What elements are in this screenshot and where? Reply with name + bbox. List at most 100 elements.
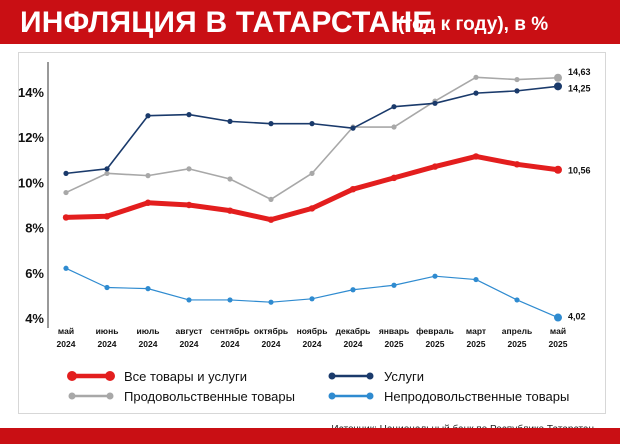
x-tick-label-year: 2024: [221, 339, 240, 349]
data-point: [227, 176, 233, 182]
data-point: [473, 276, 479, 283]
data-point: [309, 170, 315, 176]
data-point: [431, 163, 439, 170]
end-marker: [554, 313, 562, 322]
data-point: [473, 90, 479, 96]
x-tick-label-year: 2025: [426, 339, 445, 349]
x-tick-label: май: [550, 326, 566, 336]
x-tick-label: июль: [137, 326, 160, 336]
legend-swatch-dot: [328, 392, 336, 400]
data-point: [226, 207, 234, 214]
legend-swatch-dot: [366, 392, 374, 400]
x-tick-label-year: 2024: [180, 339, 199, 349]
y-tick-label: 12%: [18, 130, 44, 145]
x-tick-label: март: [466, 326, 486, 336]
data-point: [104, 170, 110, 176]
data-point: [473, 74, 479, 80]
x-tick-label-year: 2025: [467, 339, 486, 349]
x-tick-label: февраль: [416, 326, 454, 336]
data-point: [268, 196, 274, 202]
data-point: [309, 296, 315, 302]
data-point: [268, 121, 274, 127]
data-point: [144, 199, 152, 206]
chart-title: ИНФЛЯЦИЯ В ТАТАРСТАНЕ: [20, 6, 433, 39]
series-line: [65, 76, 559, 201]
y-tick-label: 14%: [18, 85, 44, 100]
data-point: [63, 170, 69, 176]
data-point: [145, 113, 151, 119]
x-tick-label: апрель: [502, 326, 532, 336]
chart-subtitle: (год к году), в %: [398, 14, 549, 35]
data-point: [432, 100, 438, 106]
x-tick-label-year: 2024: [303, 339, 322, 349]
x-tick-label: август: [176, 326, 203, 336]
data-point: [186, 112, 192, 118]
y-tick-label: 4%: [25, 311, 44, 326]
data-point: [186, 297, 192, 303]
data-point: [145, 173, 151, 179]
x-tick-label-year: 2024: [57, 339, 76, 349]
x-tick-label: сентябрь: [210, 326, 249, 336]
end-marker: [554, 82, 562, 91]
data-point: [227, 297, 233, 303]
legend-swatch-dot: [105, 371, 115, 381]
data-point: [432, 273, 438, 279]
legend-label: Все товары и услуги: [124, 369, 247, 384]
end-value-label: 14,25: [568, 83, 591, 93]
data-point: [186, 166, 192, 172]
x-tick-label-year: 2024: [139, 339, 158, 349]
legend-label: Продовольственные товары: [124, 389, 295, 404]
x-tick-label: май: [58, 326, 74, 336]
data-point: [145, 286, 151, 292]
data-point: [104, 166, 110, 172]
data-point: [309, 121, 315, 127]
data-point: [63, 265, 69, 271]
legend-swatch-dot: [68, 392, 76, 400]
x-tick-label: октябрь: [254, 326, 288, 336]
x-tick-label-year: 2025: [385, 339, 404, 349]
end-value-label: 14,63: [568, 67, 591, 77]
legend-label: Непродовольственные товары: [384, 389, 569, 404]
data-point: [391, 104, 397, 110]
x-tick-label-year: 2025: [549, 339, 568, 349]
x-tick-label: ноябрь: [297, 326, 328, 336]
data-point: [390, 174, 398, 182]
data-point: [62, 214, 70, 221]
x-tick-label-year: 2024: [344, 339, 363, 349]
end-value-label: 10,56: [568, 166, 591, 176]
legend-swatch-dot: [67, 371, 77, 381]
x-tick-label: июнь: [96, 326, 119, 336]
end-value-label: 4,02: [568, 312, 586, 322]
x-tick-label: декабрь: [336, 326, 371, 336]
bottom-stripe: [0, 428, 620, 444]
data-point: [391, 282, 397, 288]
data-point: [514, 88, 520, 94]
data-point: [514, 76, 520, 83]
chart-panel: [18, 52, 606, 414]
end-marker: [554, 165, 562, 174]
data-point: [514, 297, 520, 303]
y-tick-label: 8%: [25, 221, 44, 236]
end-marker: [554, 73, 562, 82]
legend-swatch-dot: [106, 392, 114, 400]
y-tick-label: 6%: [25, 266, 44, 281]
data-point: [350, 125, 356, 131]
data-point: [104, 284, 110, 291]
data-point: [103, 213, 111, 220]
data-point: [472, 153, 480, 160]
x-tick-label-year: 2025: [508, 339, 527, 349]
data-point: [268, 299, 274, 305]
x-tick-label: январь: [379, 326, 409, 336]
x-tick-label-year: 2024: [262, 339, 281, 349]
data-point: [391, 124, 397, 130]
data-point: [227, 118, 233, 124]
data-point: [63, 189, 69, 196]
legend-swatch-dot: [366, 372, 374, 380]
series-line: [65, 267, 559, 319]
data-point: [513, 161, 521, 168]
data-point: [267, 216, 275, 223]
data-point: [350, 287, 356, 293]
x-tick-label-year: 2024: [98, 339, 117, 349]
